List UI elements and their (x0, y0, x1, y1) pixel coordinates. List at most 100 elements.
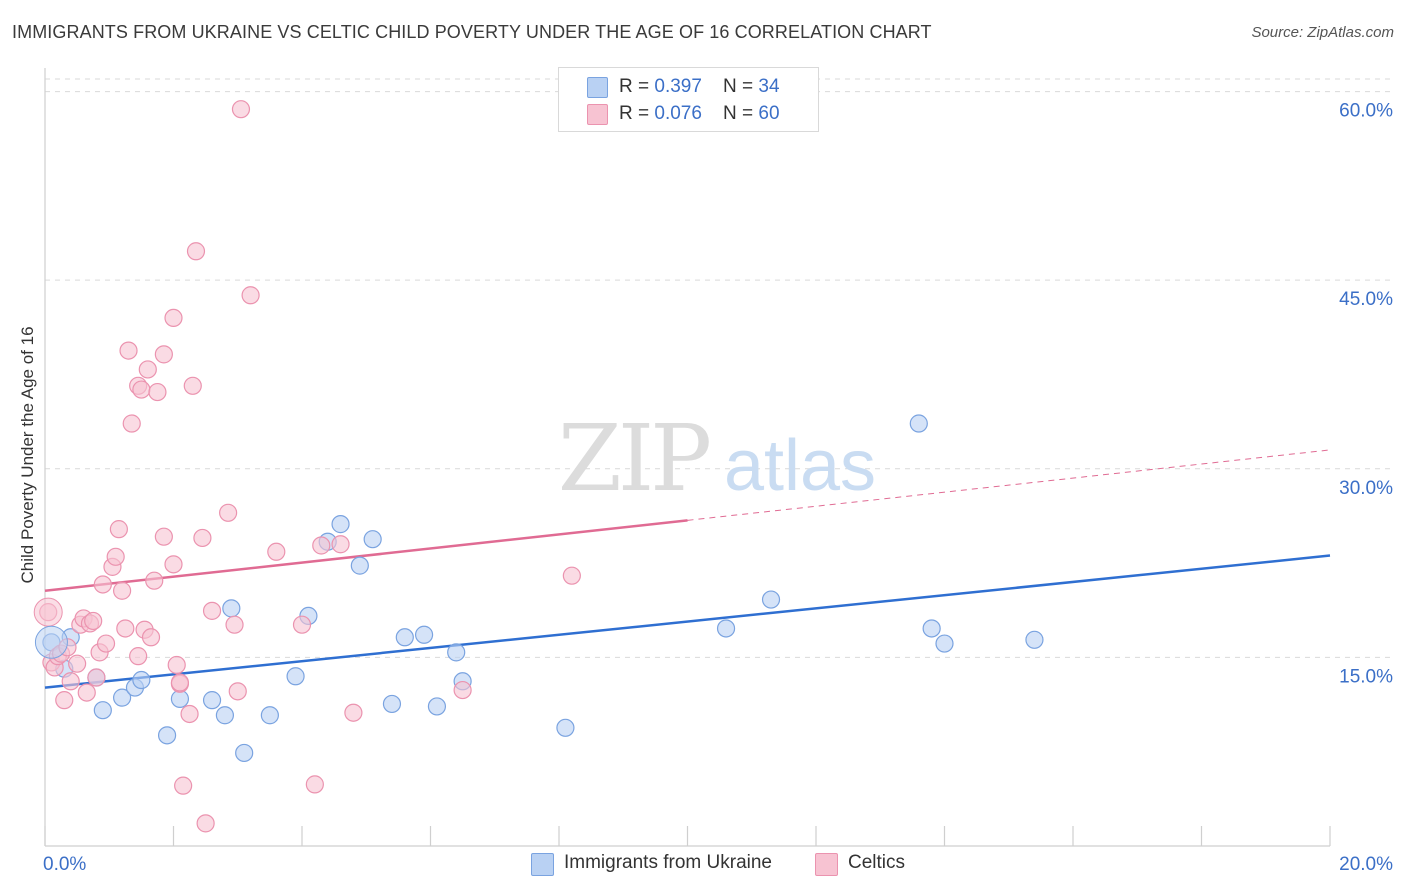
n-label: N = (723, 76, 759, 97)
y-tick-label: 15.0% (1339, 666, 1393, 687)
point-celtics (180, 704, 199, 724)
point-celtics (138, 360, 157, 379)
legend-label: Immigrants from Ukraine (564, 852, 772, 873)
point-celtics (193, 528, 212, 548)
point-ukraine (157, 726, 177, 745)
point-celtics (267, 542, 286, 561)
point-ukraine (447, 643, 466, 662)
point-celtics (84, 611, 103, 631)
point-ukraine (260, 706, 279, 725)
point-ukraine (909, 414, 928, 433)
point-ukraine (170, 689, 190, 708)
point-celtics (183, 376, 202, 395)
point-celtics (344, 703, 363, 722)
point-celtics (174, 776, 193, 795)
point-ukraine (112, 688, 132, 707)
n-label: N = (723, 103, 759, 124)
point-celtics (68, 654, 87, 673)
point-celtics (77, 683, 96, 702)
point-celtics (305, 775, 324, 794)
point-celtics (129, 647, 148, 666)
point-celtics (154, 345, 173, 364)
point-celtics (106, 547, 125, 566)
r-value: 0.076 (654, 103, 702, 124)
point-celtics (132, 380, 151, 399)
legend-swatch-pink (815, 853, 838, 876)
point-ukraine (1025, 630, 1044, 649)
point-celtics (112, 581, 132, 600)
trendline-ukraine (44, 554, 1331, 689)
point-celtics (87, 668, 106, 687)
legend-swatch-pink (587, 104, 608, 125)
point-celtics-cluster (33, 597, 63, 627)
point-celtics (292, 615, 312, 634)
point-celtics (93, 575, 112, 594)
point-celtics (186, 242, 206, 261)
watermark: ZIP atlas (558, 405, 876, 512)
point-celtics (154, 527, 173, 546)
y-tick-label: 30.0% (1339, 478, 1393, 499)
point-ukraine (427, 697, 447, 716)
point-celtics (145, 571, 164, 590)
legend-swatch-blue (531, 853, 554, 876)
point-celtics (231, 100, 251, 119)
point-ukraine (395, 628, 414, 647)
point-celtics (312, 536, 331, 555)
point-celtics (202, 601, 222, 620)
point-celtics (228, 682, 247, 701)
point-ukraine (922, 619, 941, 638)
point-ukraine (222, 599, 241, 618)
point-ukraine (132, 670, 151, 690)
r-label: R = (619, 76, 655, 97)
n-value: 34 (758, 76, 780, 97)
x-tick-label: 0.0% (43, 854, 86, 875)
watermark-atlas: atlas (724, 426, 876, 506)
point-celtics (562, 566, 581, 585)
point-ukraine (716, 619, 736, 638)
point-celtics (141, 628, 161, 647)
point-celtics (219, 503, 238, 522)
legend-label: Celtics (848, 852, 906, 873)
point-ukraine (93, 701, 112, 720)
watermark-zip: ZIP (558, 405, 709, 512)
point-celtics (96, 634, 116, 653)
point-ukraine-cluster (34, 625, 68, 659)
point-celtics (148, 382, 167, 402)
point-celtics (164, 555, 183, 574)
point-ukraine (331, 515, 350, 534)
point-ukraine (761, 590, 781, 609)
point-celtics (122, 414, 141, 433)
point-ukraine (286, 667, 305, 686)
point-celtics (61, 672, 80, 691)
point-ukraine (935, 634, 954, 653)
point-celtics (196, 814, 215, 833)
point-celtics (167, 655, 186, 675)
point-celtics (55, 691, 74, 710)
x-tick-label: 20.0% (1339, 854, 1393, 875)
point-celtics (225, 615, 244, 634)
y-tick-label: 60.0% (1339, 101, 1393, 122)
point-celtics (109, 520, 128, 539)
chart-title: IMMIGRANTS FROM UKRAINE VS CELTIC CHILD … (12, 22, 932, 42)
point-ukraine (556, 718, 575, 737)
data-points (33, 100, 1044, 833)
legend-swatch-blue (587, 77, 608, 98)
point-celtics (331, 535, 350, 554)
trendline-celtics (44, 519, 688, 592)
n-value: 60 (758, 103, 780, 124)
r-value: 0.397 (654, 76, 702, 97)
point-ukraine (215, 706, 234, 725)
point-ukraine (350, 556, 369, 575)
point-celtics (119, 341, 138, 360)
axes (44, 68, 1331, 847)
point-ukraine (414, 625, 434, 644)
r-label: R = (619, 103, 655, 124)
point-celtics (170, 673, 190, 692)
y-tick-label: 45.0% (1339, 289, 1393, 310)
source-note: Source: ZipAtlas.com (1251, 24, 1394, 41)
point-ukraine (202, 691, 222, 710)
point-celtics (453, 680, 472, 700)
trendline-celtics-projection (687, 449, 1331, 521)
point-ukraine (363, 530, 382, 549)
